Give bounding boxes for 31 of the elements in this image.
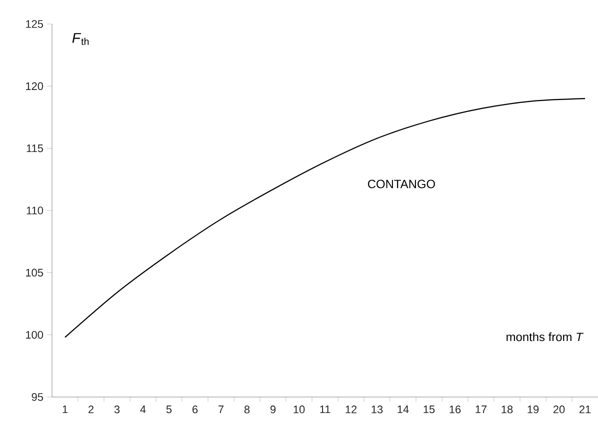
x-tick-label: 12 (346, 406, 357, 414)
x-tick-label: 3 (114, 406, 120, 414)
x-tick-label: 16 (450, 406, 461, 414)
y-tick-label: 120 (26, 82, 44, 90)
y-tick-label: 110 (26, 206, 44, 214)
x-tick-label: 2 (88, 406, 94, 414)
x-tick-label: 21 (579, 406, 591, 414)
annotation: CONTANGO (368, 180, 435, 188)
y-axis-title: F$_{th}$ (72, 33, 89, 45)
y-tick-label: 125 (26, 20, 44, 28)
x-tick-label: 19 (528, 406, 539, 414)
x-tick-label: 6 (192, 406, 198, 414)
x-tick-label: 4 (140, 406, 146, 414)
x-tick-label: 20 (553, 406, 565, 414)
y-tick-label: 115 (26, 144, 44, 152)
x-tick-label: 7 (218, 406, 224, 414)
y-tick-label: 100 (26, 330, 44, 339)
x-tick-label: 14 (398, 406, 409, 414)
x-axis-title: months from T (506, 332, 584, 342)
x-tick-label: 17 (476, 406, 487, 414)
x-tick-label: 1 (62, 406, 68, 414)
x-tick-label: 15 (424, 406, 435, 414)
x-tick-label: 13 (372, 406, 383, 414)
x-tick-label: 18 (502, 406, 513, 414)
y-tick-label: 95 (32, 393, 44, 401)
x-tick-label: 8 (244, 406, 250, 414)
x-tick-label: 10 (294, 406, 305, 414)
x-tick-label: 11 (320, 406, 330, 414)
x-tick-label: 9 (270, 406, 276, 414)
x-tick-label: 5 (166, 406, 172, 414)
y-tick-label: 105 (26, 268, 44, 277)
